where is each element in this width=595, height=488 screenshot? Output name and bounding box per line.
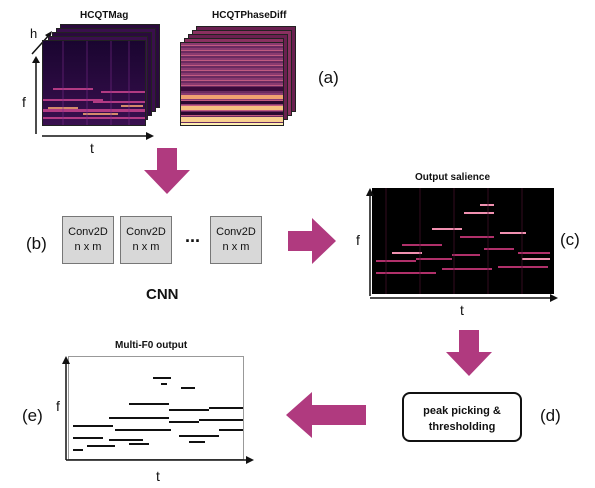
salience-t-label: t <box>460 302 464 318</box>
conv2d-layer-n: Conv2D n x m <box>210 216 262 264</box>
arrow-right-1 <box>288 218 336 264</box>
mag-spectrogram-front <box>42 40 146 126</box>
arrow-down-1 <box>144 148 190 194</box>
conv2d-layer-2: Conv2D n x m <box>120 216 172 264</box>
conv2d-size: n x m <box>132 241 160 253</box>
hcqt-phase-title: HCQTPhaseDiff <box>212 10 287 21</box>
phase-spectrogram-front <box>180 42 284 126</box>
output-salience-title: Output salience <box>415 172 491 183</box>
multi-f0-f-label: f <box>56 398 60 414</box>
label-d: (d) <box>540 406 561 425</box>
salience-plot <box>376 188 550 294</box>
label-b: (b) <box>26 234 47 253</box>
conv2d-size: n x m <box>74 241 102 253</box>
arrow-down-2 <box>446 330 492 376</box>
mag-spectrogram-image <box>43 41 145 125</box>
multi-f0-plot <box>73 377 243 451</box>
multi-f0-title: Multi-F0 output <box>115 340 188 351</box>
salience-f-label: f <box>356 232 360 248</box>
input-axes <box>32 56 154 140</box>
conv2d-layer-1: Conv2D n x m <box>62 216 114 264</box>
peak-picking-line1: peak picking & <box>423 405 501 417</box>
phase-spectrogram-image <box>181 87 283 125</box>
peak-picking-line2: thresholding <box>428 421 496 433</box>
label-e: (e) <box>22 406 43 425</box>
arrow-left-1 <box>286 392 366 438</box>
cnn-caption: CNN <box>146 286 179 303</box>
hcqt-mag-title: HCQTMag <box>80 10 129 21</box>
salience-image <box>372 188 554 294</box>
multi-f0-axes <box>62 356 254 464</box>
conv2d-name: Conv2D <box>126 226 166 238</box>
label-c: (c) <box>560 230 580 249</box>
conv2d-size: n x m <box>222 241 250 253</box>
multi-f0-t-label: t <box>156 468 160 484</box>
multi-f0-image <box>68 356 244 460</box>
layer-ellipsis: ... <box>185 226 201 246</box>
h-axis-label: h <box>30 26 38 41</box>
peak-picking-box: peak picking & thresholding <box>402 392 522 442</box>
label-a: (a) <box>318 68 339 87</box>
input-f-label: f <box>22 94 26 110</box>
salience-axes <box>366 188 558 302</box>
input-t-label: t <box>90 140 94 156</box>
conv2d-name: Conv2D <box>216 226 256 238</box>
conv2d-name: Conv2D <box>68 226 108 238</box>
